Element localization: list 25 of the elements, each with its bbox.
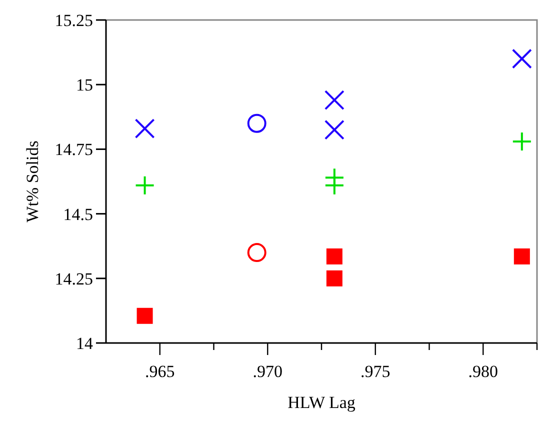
point xyxy=(326,270,342,286)
y-axis-title: Wt% Solids xyxy=(23,140,42,222)
y-tick-label: 14 xyxy=(76,334,94,353)
x-axis-title: HLW Lag xyxy=(288,393,356,412)
point xyxy=(324,175,344,196)
y-tick-label: 14.25 xyxy=(54,269,93,288)
x-tick-label: .965 xyxy=(145,362,175,381)
x-tick-label: .975 xyxy=(360,362,390,381)
y-tick-label: 14.5 xyxy=(63,204,93,224)
point xyxy=(134,118,155,139)
point xyxy=(326,248,342,264)
point xyxy=(514,248,530,264)
point xyxy=(136,308,153,324)
x-tick-label: .980 xyxy=(468,362,498,381)
x-tick-label: .970 xyxy=(252,362,282,381)
y-tick-label: 15.25 xyxy=(54,10,93,30)
y-tick-label: 15 xyxy=(76,76,93,95)
point xyxy=(324,90,344,110)
point xyxy=(134,175,155,196)
point xyxy=(512,131,532,152)
point xyxy=(512,48,532,69)
y-tick-label: 14.75 xyxy=(54,140,93,160)
point xyxy=(247,243,266,262)
point xyxy=(324,120,344,140)
point xyxy=(247,114,266,133)
